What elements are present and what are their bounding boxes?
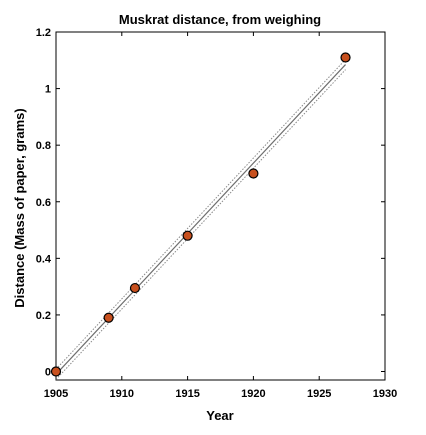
fit-line <box>55 64 346 375</box>
y-tick-label: 0.4 <box>36 253 52 265</box>
plot-frame <box>55 31 386 381</box>
x-tick-label: 1915 <box>175 388 199 400</box>
y-axis-label: Distance (Mass of paper, grams) <box>12 108 27 307</box>
x-tick-label: 1910 <box>110 388 134 400</box>
x-axis-label: Year <box>206 408 233 423</box>
fit-band-upper <box>55 59 346 370</box>
y-tick-label: 1 <box>45 84 51 96</box>
chart-title: Muskrat distance, from weighing <box>119 12 321 27</box>
data-point <box>182 230 193 241</box>
data-point <box>340 52 351 63</box>
y-tick-label: 0.2 <box>36 310 51 322</box>
plot-area: 1905 1910 1915 1920 1925 1930 0 0.2 0.4 0.6 0.8 1 1.… <box>36 27 398 400</box>
data-point <box>50 366 62 377</box>
data-point <box>103 312 114 323</box>
y-tick-label: 0 <box>45 367 51 379</box>
y-tick-label: 1.2 <box>36 27 51 39</box>
x-tick-label: 1925 <box>307 388 331 400</box>
data-point <box>129 282 141 294</box>
x-tick-label: 1930 <box>373 388 397 400</box>
y-tick-label: 0.8 <box>36 140 51 152</box>
x-tick-label: 1905 <box>44 388 68 400</box>
x-tick-label: 1920 <box>241 388 265 400</box>
fit-band-lower <box>55 69 346 380</box>
y-tick-label: 0.6 <box>36 197 51 209</box>
data-point <box>248 168 259 179</box>
